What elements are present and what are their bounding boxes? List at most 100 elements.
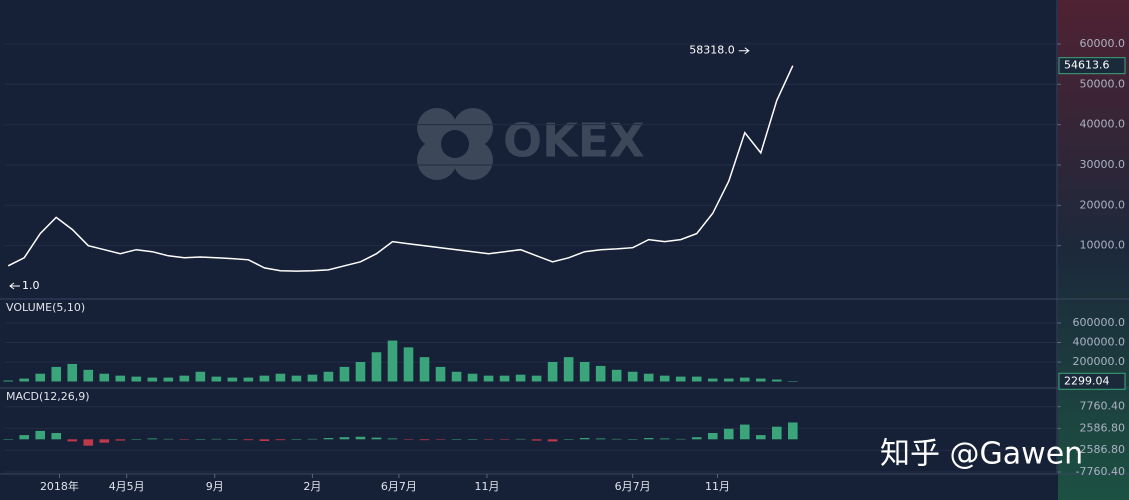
max-label: 58318.0 bbox=[689, 44, 735, 57]
y-tick-label: 2586.80 bbox=[1080, 421, 1126, 434]
bar bbox=[227, 439, 238, 440]
bar bbox=[787, 422, 798, 440]
bar bbox=[211, 438, 222, 440]
bar bbox=[307, 438, 318, 440]
bar bbox=[307, 374, 318, 382]
panel-title: MACD(12,26,9) bbox=[6, 390, 90, 403]
bar bbox=[675, 438, 686, 440]
bar bbox=[723, 428, 734, 440]
bar bbox=[451, 371, 462, 382]
bar bbox=[291, 375, 302, 382]
bar bbox=[147, 377, 158, 382]
bar bbox=[131, 376, 142, 382]
bar bbox=[499, 375, 510, 382]
bar bbox=[483, 375, 494, 382]
bar bbox=[595, 438, 606, 440]
y-tick-label: 30000.0 bbox=[1080, 158, 1126, 171]
y-tick-label: 200000.0 bbox=[1073, 355, 1126, 368]
y-tick-label: -2586.80 bbox=[1076, 443, 1125, 456]
bar bbox=[371, 352, 382, 382]
bar bbox=[643, 438, 654, 440]
bar bbox=[403, 347, 414, 382]
bar bbox=[275, 439, 286, 441]
bar bbox=[227, 377, 238, 382]
bar bbox=[259, 375, 270, 382]
bar bbox=[371, 437, 382, 440]
bar bbox=[131, 439, 142, 440]
bar bbox=[387, 438, 398, 440]
bar bbox=[195, 371, 206, 382]
bar bbox=[67, 439, 78, 442]
bar bbox=[787, 381, 798, 382]
x-tick-label: 9月 bbox=[206, 480, 224, 493]
last-price-tag bbox=[1058, 57, 1126, 75]
axis-strip bbox=[1058, 0, 1129, 500]
y-tick-label: 600000.0 bbox=[1073, 316, 1126, 329]
bar bbox=[755, 435, 766, 440]
bar bbox=[531, 375, 542, 382]
bar bbox=[435, 439, 446, 440]
bar bbox=[707, 433, 718, 440]
bar bbox=[707, 378, 718, 382]
bar bbox=[515, 374, 526, 382]
bar bbox=[51, 433, 62, 440]
price-line bbox=[7, 65, 794, 272]
bar bbox=[211, 376, 222, 382]
bar bbox=[723, 378, 734, 382]
bar bbox=[147, 438, 158, 440]
bar bbox=[691, 437, 702, 440]
max-arrow bbox=[738, 47, 750, 55]
bar bbox=[499, 439, 510, 440]
bar bbox=[35, 430, 46, 440]
bar bbox=[339, 437, 350, 440]
bar bbox=[451, 439, 462, 440]
signature: 知乎 @Gawen bbox=[880, 437, 1083, 472]
y-tick-label: 20000.0 bbox=[1080, 198, 1126, 211]
last-price-tag bbox=[1058, 372, 1126, 390]
bar bbox=[275, 373, 286, 382]
bar bbox=[531, 439, 542, 441]
bar bbox=[99, 439, 110, 443]
x-tick-label: 2018年 bbox=[40, 479, 79, 493]
bar bbox=[243, 439, 254, 441]
bar bbox=[3, 380, 14, 382]
bar bbox=[83, 369, 94, 382]
bar bbox=[771, 379, 782, 382]
bar bbox=[35, 373, 46, 382]
bar bbox=[755, 378, 766, 382]
bar bbox=[243, 377, 254, 382]
bar bbox=[483, 439, 494, 440]
bar bbox=[403, 439, 414, 440]
bar bbox=[739, 424, 750, 440]
bar bbox=[387, 340, 398, 382]
y-tick-label: 10000.0 bbox=[1080, 239, 1126, 252]
bar bbox=[19, 435, 30, 440]
y-tick-label: -7760.40 bbox=[1076, 465, 1125, 478]
logo bbox=[417, 108, 493, 180]
bar bbox=[291, 439, 302, 440]
bar bbox=[771, 426, 782, 440]
bar bbox=[659, 438, 670, 440]
bar bbox=[99, 373, 110, 382]
bar bbox=[435, 366, 446, 382]
bar bbox=[83, 439, 94, 446]
bar bbox=[467, 373, 478, 382]
bar bbox=[547, 439, 558, 442]
x-tick-label: 11月 bbox=[705, 480, 730, 493]
last-price-label: 2299.04 bbox=[1064, 374, 1110, 387]
x-tick-label: 4月5月 bbox=[109, 480, 145, 493]
bar bbox=[19, 378, 30, 382]
bar bbox=[323, 438, 334, 440]
x-tick-label: 6月7月 bbox=[381, 480, 417, 493]
bar bbox=[659, 375, 670, 382]
bar bbox=[3, 439, 14, 440]
bar bbox=[259, 439, 270, 441]
bar bbox=[355, 362, 366, 382]
last-price-label: 54613.6 bbox=[1064, 59, 1110, 72]
bar bbox=[67, 363, 78, 382]
bar bbox=[419, 439, 430, 441]
bar bbox=[563, 439, 574, 440]
x-tick-label: 6月7月 bbox=[615, 480, 651, 493]
